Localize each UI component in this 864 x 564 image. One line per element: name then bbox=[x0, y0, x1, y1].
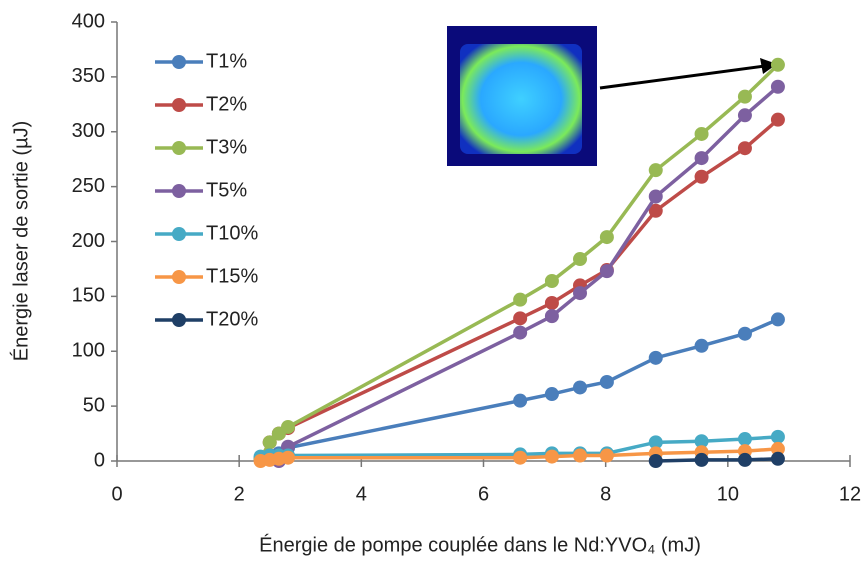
data-point bbox=[544, 295, 559, 310]
legend-marker bbox=[172, 270, 186, 284]
data-point bbox=[770, 112, 785, 127]
legend-label: T3% bbox=[206, 136, 247, 158]
data-point bbox=[599, 448, 614, 463]
data-point bbox=[513, 450, 528, 465]
arrow-head bbox=[760, 58, 777, 74]
y-tick-label: 50 bbox=[83, 394, 105, 416]
legend-marker bbox=[172, 184, 186, 198]
data-point bbox=[544, 387, 559, 402]
data-point bbox=[694, 452, 709, 467]
data-point bbox=[281, 450, 296, 465]
data-point bbox=[770, 429, 785, 444]
data-point bbox=[573, 252, 588, 267]
data-point bbox=[281, 419, 296, 434]
data-point bbox=[770, 312, 785, 327]
data-point bbox=[737, 141, 752, 156]
y-tick-label: 400 bbox=[72, 10, 105, 32]
series-line bbox=[655, 457, 778, 463]
data-point bbox=[573, 448, 588, 463]
legend-marker bbox=[172, 313, 186, 327]
x-tick-label: 10 bbox=[717, 483, 739, 505]
legend-label: T10% bbox=[206, 222, 258, 244]
x-tick-label: 12 bbox=[839, 483, 861, 505]
x-tick-label: 0 bbox=[111, 483, 122, 505]
y-tick-label: 200 bbox=[72, 230, 105, 252]
legend-label: T5% bbox=[206, 179, 247, 201]
y-tick-label: 350 bbox=[72, 65, 105, 87]
x-tick-label: 2 bbox=[234, 483, 245, 505]
legend-label: T15% bbox=[206, 265, 258, 287]
data-point bbox=[694, 434, 709, 449]
beam-image bbox=[460, 44, 582, 154]
x-axis-label: Énergie de pompe couplée dans le Nd:YVO₄… bbox=[259, 533, 701, 556]
legend-marker bbox=[172, 98, 186, 112]
data-point bbox=[648, 163, 663, 178]
legend-label: T1% bbox=[206, 50, 247, 72]
data-point bbox=[513, 393, 528, 408]
x-tick-label: 8 bbox=[600, 483, 611, 505]
legend-label: T2% bbox=[206, 93, 247, 115]
y-tick-label: 100 bbox=[72, 340, 105, 362]
data-point bbox=[694, 126, 709, 141]
data-point bbox=[648, 454, 663, 468]
data-point bbox=[694, 169, 709, 184]
x-tick-label: 6 bbox=[478, 483, 489, 505]
arrow bbox=[599, 64, 766, 90]
data-point bbox=[513, 325, 528, 340]
data-point bbox=[573, 286, 588, 301]
y-tick-label: 150 bbox=[72, 285, 105, 307]
data-point bbox=[737, 452, 752, 467]
legend-label: T20% bbox=[206, 308, 258, 330]
data-point bbox=[648, 203, 663, 218]
data-point bbox=[737, 89, 752, 104]
data-point bbox=[694, 338, 709, 353]
data-point bbox=[544, 449, 559, 464]
data-point bbox=[599, 264, 614, 279]
y-tick-label: 250 bbox=[72, 175, 105, 197]
data-point bbox=[648, 189, 663, 204]
data-point bbox=[573, 380, 588, 395]
data-point bbox=[737, 108, 752, 123]
legend-marker bbox=[172, 227, 186, 241]
data-point bbox=[737, 326, 752, 341]
data-point bbox=[770, 451, 785, 466]
data-point bbox=[544, 309, 559, 324]
legend-marker bbox=[172, 55, 186, 69]
data-point bbox=[770, 441, 785, 456]
data-point bbox=[770, 57, 785, 72]
y-axis-label: Énergie laser de sortie (µJ) bbox=[9, 121, 32, 362]
legend-marker bbox=[172, 141, 186, 155]
data-point bbox=[694, 151, 709, 166]
y-tick-label: 300 bbox=[72, 120, 105, 142]
data-point bbox=[737, 432, 752, 447]
data-point bbox=[513, 292, 528, 307]
data-point bbox=[544, 274, 559, 289]
x-tick-label: 4 bbox=[356, 483, 367, 505]
data-point bbox=[599, 374, 614, 389]
data-point bbox=[513, 311, 528, 326]
data-point bbox=[770, 79, 785, 94]
data-point bbox=[648, 435, 663, 450]
data-point bbox=[599, 230, 614, 245]
data-point bbox=[648, 350, 663, 365]
y-tick-label: 0 bbox=[94, 449, 105, 471]
data-point bbox=[262, 435, 277, 450]
